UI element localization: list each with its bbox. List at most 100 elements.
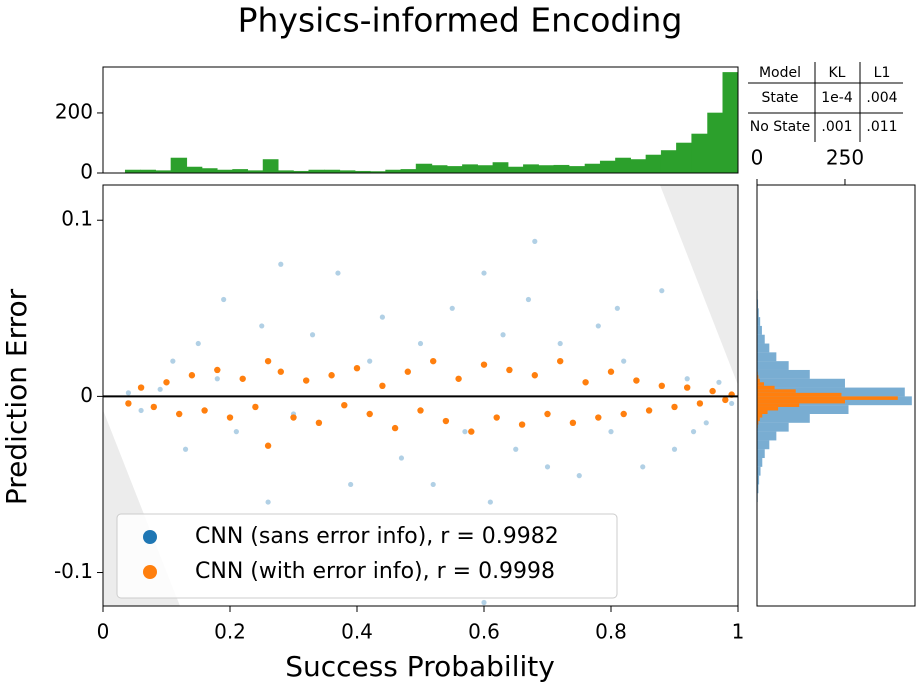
data-point: [252, 403, 259, 411]
legend-marker: [143, 565, 157, 579]
hist-bar: [757, 392, 842, 397]
hist-bar: [757, 389, 796, 393]
data-point: [277, 368, 284, 375]
data-point: [506, 366, 513, 374]
hist-bar: [757, 361, 789, 370]
legend-marker: [143, 530, 157, 544]
hist-bar: [170, 157, 188, 174]
hist-bar: [757, 413, 810, 423]
data-point: [341, 401, 348, 409]
y-tick-label: 200: [55, 99, 93, 123]
data-point: [290, 414, 297, 421]
axes-frame: [756, 184, 916, 607]
data-point: [696, 400, 704, 407]
data-point: [264, 442, 272, 449]
hist-bar: [757, 308, 759, 318]
data-point: [188, 372, 196, 379]
hist-bar: [757, 334, 765, 344]
hist-bar: [615, 157, 631, 174]
data-point: [239, 375, 246, 382]
hist-bar: [757, 317, 761, 326]
data-point: [671, 403, 678, 411]
x-tick-label: 0.4: [341, 620, 373, 644]
data-point: [170, 358, 176, 364]
hist-bar: [757, 440, 770, 450]
hist-bar: [757, 343, 770, 353]
data-point: [303, 377, 310, 384]
x-tick-label: 0.6: [468, 620, 500, 644]
data-point: [417, 340, 424, 347]
hist-bar: [757, 417, 760, 422]
data-point: [404, 368, 411, 375]
hist-bar: [507, 166, 524, 174]
table-cell: .004: [866, 90, 897, 106]
hist-bar: [201, 168, 218, 174]
data-point: [645, 407, 653, 414]
data-point: [264, 357, 272, 365]
hist-bar: [757, 375, 759, 379]
data-point: [226, 414, 234, 421]
data-point: [182, 446, 189, 452]
data-point: [201, 407, 208, 414]
hist-bar: [757, 369, 810, 379]
data-point: [379, 382, 386, 390]
y-tick-label: 0.1: [61, 207, 93, 231]
hist-bar: [757, 475, 760, 485]
hist-bar: [599, 160, 616, 174]
data-point: [430, 481, 436, 488]
x-tick-label: 1: [732, 620, 745, 644]
data-point: [125, 400, 132, 407]
data-point: [468, 428, 475, 435]
data-point: [500, 332, 506, 338]
hist-bar: [415, 163, 433, 174]
table-header: Model: [759, 65, 801, 81]
table-cell: State: [761, 90, 798, 106]
hist-bar: [553, 164, 570, 174]
bound-shade: [660, 185, 738, 385]
data-point: [367, 358, 373, 364]
data-point: [348, 481, 354, 488]
data-point: [544, 464, 551, 470]
hist-bar: [757, 387, 905, 397]
hist-bar: [757, 378, 845, 388]
data-point: [684, 376, 690, 382]
table-cell: 1e-4: [821, 90, 853, 106]
hist-bar: [523, 164, 539, 174]
hist-bar: [584, 163, 601, 174]
data-point: [455, 375, 462, 382]
hist-bar: [431, 165, 448, 174]
data-point: [449, 305, 455, 311]
data-point: [442, 417, 450, 425]
data-point: [233, 429, 239, 435]
data-point: [265, 499, 271, 505]
legend-label: CNN (sans error info), r = 0.9982: [195, 524, 559, 549]
data-point: [150, 403, 157, 411]
hist-bar: [757, 406, 779, 411]
axes-frame: [102, 66, 739, 174]
data-point: [328, 372, 335, 379]
hist-bar: [630, 159, 647, 174]
data-point: [221, 296, 227, 303]
data-point: [716, 379, 722, 385]
hist-bar: [757, 299, 759, 309]
data-point: [614, 305, 620, 311]
table-header: KL: [829, 65, 846, 81]
y-tick-label: -0.1: [54, 559, 93, 583]
x-tick-label: 250: [826, 146, 864, 170]
hist-bar: [757, 431, 777, 441]
hist-bar: [757, 352, 777, 362]
data-point: [544, 410, 551, 418]
data-point: [531, 372, 538, 379]
data-point: [518, 421, 526, 428]
x-tick-label: 0: [97, 620, 110, 644]
data-point: [379, 314, 385, 320]
data-point: [690, 429, 697, 435]
data-point: [659, 288, 665, 294]
data-point: [138, 407, 144, 414]
data-point: [532, 238, 538, 244]
hist-bar: [757, 403, 800, 407]
y-tick-label: 0: [80, 160, 93, 184]
data-point: [658, 382, 665, 390]
hist-bar: [262, 159, 279, 174]
hist-bar: [691, 133, 708, 174]
